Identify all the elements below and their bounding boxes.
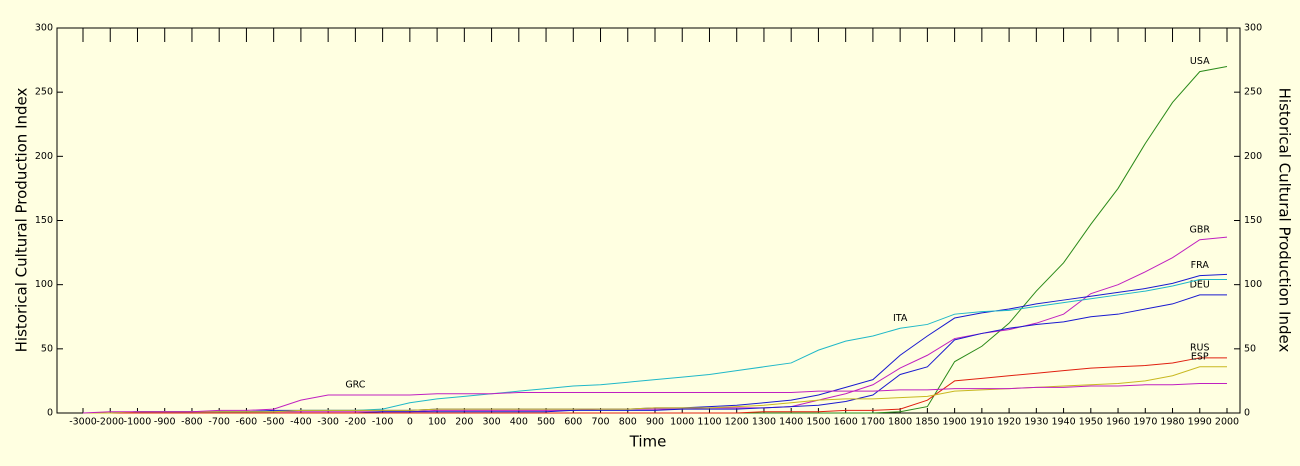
x-tick-label: 1930 xyxy=(1024,417,1048,428)
y2-axis-title: Historical Cultural Production Index xyxy=(1276,88,1294,353)
x-tick-label: -700 xyxy=(208,417,230,428)
series-line xyxy=(83,66,1228,414)
x-tick-label: -2000 xyxy=(96,417,124,428)
y-tick-label: 150 xyxy=(35,215,53,226)
series-line xyxy=(82,382,1227,414)
x-tick-label: -800 xyxy=(181,417,203,428)
y2-tick-label: 50 xyxy=(1244,343,1256,354)
y-tick-label: 200 xyxy=(35,151,53,162)
series-line xyxy=(83,294,1227,414)
series-label: ESP xyxy=(1191,351,1209,362)
y2-tick-label: 0 xyxy=(1244,408,1250,419)
x-tick-label: 900 xyxy=(646,417,664,428)
x-tick-label: 1100 xyxy=(697,417,721,428)
x-tick-label: -400 xyxy=(290,417,312,428)
y2-tick-label: 100 xyxy=(1244,279,1262,290)
x-tick-label: -300 xyxy=(317,417,339,428)
x-tick-label: -3000 xyxy=(69,417,97,428)
x-tick-label: 1000 xyxy=(670,417,694,428)
x-tick-label: 1400 xyxy=(779,417,803,428)
x-tick-label: 1990 xyxy=(1188,417,1212,428)
plot-frame xyxy=(56,27,1241,414)
y2-tick-label: 300 xyxy=(1244,23,1262,34)
x-tick-label: 2000 xyxy=(1215,417,1239,428)
x-tick-label: 600 xyxy=(564,417,582,428)
y-tick-label: 250 xyxy=(35,87,53,98)
x-tick-label: 0 xyxy=(407,417,413,428)
series-label: GRC xyxy=(345,380,365,391)
x-tick-label: 300 xyxy=(483,417,501,428)
series-label: FRA xyxy=(1191,260,1210,271)
y2-tick-label: 200 xyxy=(1244,151,1262,162)
x-axis-title: Time xyxy=(629,433,667,451)
x-tick-label: 1970 xyxy=(1133,417,1157,428)
x-tick-label: 1950 xyxy=(1079,417,1103,428)
x-tick-label: -500 xyxy=(263,417,285,428)
series-line xyxy=(83,279,1227,414)
series-label: GBR xyxy=(1190,224,1211,235)
y2-tick-label: 250 xyxy=(1244,87,1262,98)
series-line xyxy=(83,357,1227,414)
x-tick-label: 1850 xyxy=(915,417,939,428)
x-tick-label: 1960 xyxy=(1106,417,1130,428)
x-tick-label: 1980 xyxy=(1160,417,1184,428)
y-tick-label: 50 xyxy=(41,343,53,354)
y-tick-label: 300 xyxy=(35,23,53,34)
x-tick-label: 100 xyxy=(428,417,446,428)
series-label: RUS xyxy=(1190,342,1210,353)
x-tick-label: 800 xyxy=(619,417,637,428)
x-tick-label: -200 xyxy=(345,417,367,428)
series-label: ITA xyxy=(893,313,908,324)
x-tick-label: 1800 xyxy=(888,417,912,428)
x-tick-label: 500 xyxy=(537,417,555,428)
x-tick-label: 1200 xyxy=(725,417,749,428)
x-tick-label: 1500 xyxy=(806,417,830,428)
x-tick-label: 1920 xyxy=(997,417,1021,428)
y-tick-label: 0 xyxy=(47,408,53,419)
y-axis-title: Historical Cultural Production Index xyxy=(13,88,31,353)
x-tick-label: 400 xyxy=(510,417,528,428)
y-tick-label: 100 xyxy=(35,279,53,290)
x-tick-label: 1910 xyxy=(970,417,994,428)
x-tick-label: -600 xyxy=(236,417,258,428)
x-tick-label: -900 xyxy=(154,417,176,428)
x-tick-label: 1600 xyxy=(834,417,858,428)
series-line xyxy=(83,366,1227,414)
x-tick-label: 1700 xyxy=(861,417,885,428)
x-tick-label: 1940 xyxy=(1051,417,1075,428)
x-tick-label: -100 xyxy=(372,417,394,428)
series-label: DEU xyxy=(1190,279,1210,290)
x-tick-label: -1000 xyxy=(124,417,152,428)
x-tick-label: 700 xyxy=(591,417,609,428)
x-tick-label: 1300 xyxy=(752,417,776,428)
series-label: USA xyxy=(1190,56,1210,67)
x-tick-label: 200 xyxy=(455,417,473,428)
x-tick-label: 1900 xyxy=(943,417,967,428)
y2-tick-label: 150 xyxy=(1244,215,1262,226)
